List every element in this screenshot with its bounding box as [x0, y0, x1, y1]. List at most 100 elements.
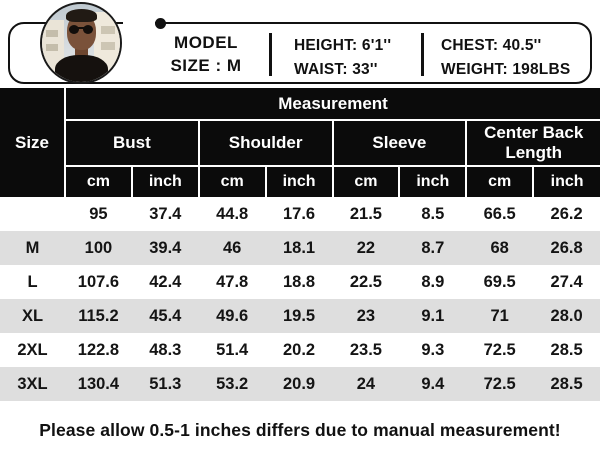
value-cell: 47.8 [198, 265, 266, 299]
table-row: M 100 39.4 46 18.1 22 8.7 68 26.8 [0, 231, 600, 265]
sunglasses-icon [69, 25, 79, 34]
value-cell: 37.4 [131, 197, 199, 231]
value-cell: 100 [65, 231, 132, 265]
window-shape [101, 42, 115, 50]
value-cell: 24 [332, 367, 400, 401]
size-cell [0, 197, 65, 231]
model-title: MODEL [174, 33, 238, 52]
value-cell: 45.4 [131, 299, 199, 333]
value-cell: 20.9 [265, 367, 333, 401]
group-header-cell: Center Back Length [465, 119, 600, 167]
unit-header-cell: inch [398, 165, 468, 197]
value-cell: 72.5 [466, 333, 534, 367]
value-cell: 23.5 [332, 333, 400, 367]
sunglasses-bridge [77, 27, 85, 29]
unit-header-cell: cm [465, 165, 535, 197]
callout-dot [155, 18, 166, 29]
value-cell: 51.3 [131, 367, 199, 401]
value-cell: 8.7 [399, 231, 467, 265]
border-gap [123, 19, 155, 28]
value-cell: 130.4 [65, 367, 132, 401]
value-cell: 95 [65, 197, 132, 231]
value-cell: 9.4 [399, 367, 467, 401]
group-header-cell: Shoulder [197, 119, 334, 167]
value-cell: 21.5 [332, 197, 400, 231]
unit-header-cell: cm [331, 165, 401, 197]
table-body: 95 37.4 44.8 17.6 21.5 8.5 66.5 26.2 M 100 39.4 46 1… [0, 197, 600, 401]
value-cell: 19.5 [265, 299, 333, 333]
model-chest: CHEST: 40.5'' [441, 37, 542, 54]
unit-header-cell: inch [130, 165, 200, 197]
size-column-header: Size [0, 88, 66, 197]
value-cell: 9.1 [399, 299, 467, 333]
vertical-divider [269, 33, 272, 76]
unit-header-cell: inch [532, 165, 600, 197]
model-weight: WEIGHT: 198LBS [441, 61, 571, 78]
value-cell: 23 [332, 299, 400, 333]
value-cell: 51.4 [198, 333, 266, 367]
value-cell: 115.2 [65, 299, 132, 333]
size-cell: L [0, 265, 65, 299]
group-header-cell: Bust [64, 119, 200, 167]
value-cell: 68 [466, 231, 534, 265]
value-cell: 28.5 [533, 333, 600, 367]
window-shape [46, 44, 58, 51]
model-waist: WAIST: 33'' [294, 61, 378, 78]
value-cell: 122.8 [65, 333, 132, 367]
value-cell: 20.2 [265, 333, 333, 367]
model-height: HEIGHT: 6'1'' [294, 37, 392, 54]
value-cell: 107.6 [65, 265, 132, 299]
value-cell: 28.0 [533, 299, 600, 333]
group-header-cell: Sleeve [331, 119, 468, 167]
model-size-block: MODEL SIZE : M [148, 31, 264, 77]
measurement-header: Measurement [63, 88, 600, 121]
size-cell: M [0, 231, 65, 265]
value-cell: 8.9 [399, 265, 467, 299]
unit-header-cell: cm [64, 165, 133, 197]
size-cell: XL [0, 299, 65, 333]
model-turtleneck [55, 55, 108, 82]
size-chart-table: Size Measurement Bust Shoulder Sleeve Cente… [0, 88, 600, 401]
size-cell: 3XL [0, 367, 65, 401]
table-row: 2XL 122.8 48.3 51.4 20.2 23.5 9.3 72.5 28.5 [0, 333, 600, 367]
measurement-header-row: Size Measurement [0, 88, 600, 197]
value-cell: 22 [332, 231, 400, 265]
value-cell: 42.4 [131, 265, 199, 299]
value-cell: 26.8 [533, 231, 600, 265]
table-row: L 107.6 42.4 47.8 18.8 22.5 8.9 69.5 27.4 [0, 265, 600, 299]
value-cell: 22.5 [332, 265, 400, 299]
value-cell: 27.4 [533, 265, 600, 299]
value-cell: 44.8 [198, 197, 266, 231]
value-cell: 48.3 [131, 333, 199, 367]
value-cell: 66.5 [466, 197, 534, 231]
value-cell: 72.5 [466, 367, 534, 401]
value-cell: 71 [466, 299, 534, 333]
table-row: 95 37.4 44.8 17.6 21.5 8.5 66.5 26.2 [0, 197, 600, 231]
size-cell: 2XL [0, 333, 65, 367]
window-shape [46, 30, 58, 37]
model-size-label: SIZE : M [170, 56, 242, 75]
model-info-banner: MODEL SIZE : M HEIGHT: 6'1'' WAIST: 33''… [0, 0, 600, 88]
vertical-divider [421, 33, 424, 76]
value-cell: 49.6 [198, 299, 266, 333]
value-cell: 9.3 [399, 333, 467, 367]
table-header: Size Measurement Bust Shoulder Sleeve Cente… [0, 88, 600, 197]
unit-header-row: cm inch cm inch cm inch cm inch [0, 165, 600, 197]
group-header-row: Bust Shoulder Sleeve Center Back Length [0, 119, 600, 167]
table-row: 3XL 130.4 51.3 53.2 20.9 24 9.4 72.5 28.5 [0, 367, 600, 401]
window-shape [101, 26, 115, 34]
unit-header-cell: inch [264, 165, 334, 197]
value-cell: 69.5 [466, 265, 534, 299]
value-cell: 53.2 [198, 367, 266, 401]
model-hair [66, 9, 97, 22]
model-photo [40, 2, 122, 84]
value-cell: 26.2 [533, 197, 600, 231]
value-cell: 39.4 [131, 231, 199, 265]
table-row: XL 115.2 45.4 49.6 19.5 23 9.1 71 28.0 [0, 299, 600, 333]
model-stats-column-2: CHEST: 40.5'' WEIGHT: 198LBS [441, 34, 570, 82]
model-stats-column-1: HEIGHT: 6'1'' WAIST: 33'' [294, 34, 391, 82]
value-cell: 46 [198, 231, 266, 265]
value-cell: 17.6 [265, 197, 333, 231]
value-cell: 18.1 [265, 231, 333, 265]
